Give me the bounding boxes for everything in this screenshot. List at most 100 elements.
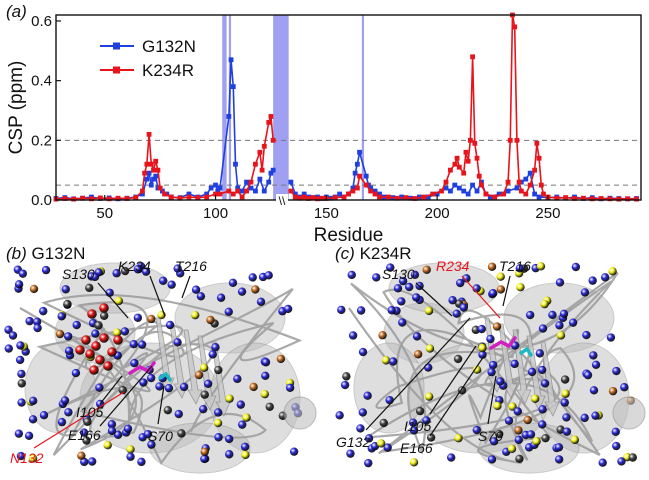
data-point: [448, 167, 453, 173]
residue-sphere: [248, 273, 257, 282]
residue-sphere: [504, 416, 514, 425]
helix-surface: [353, 342, 425, 434]
residue-sphere: [17, 398, 26, 407]
ligand-magenta: [489, 336, 517, 350]
residue-sphere: [583, 370, 593, 380]
residue-sphere: [424, 392, 434, 401]
residue-sphere: [8, 331, 18, 340]
axis-break-bg: [276, 194, 289, 206]
residue-sphere: [415, 406, 425, 416]
residue-sphere: [240, 442, 250, 451]
data-point: [253, 161, 258, 167]
highlight-range: [273, 15, 289, 200]
residue-label-k234: K234: [118, 258, 151, 274]
axis-break-label: \\: [279, 194, 286, 208]
residue-sphere: [194, 370, 204, 380]
residue-sphere: [507, 444, 517, 454]
residue-sphere: [64, 346, 74, 356]
residue-sphere: [580, 413, 589, 423]
data-point: [512, 24, 518, 30]
residue-sphere: [63, 299, 72, 309]
residue-sphere: [103, 440, 112, 450]
data-point: [354, 185, 360, 191]
data-point: [607, 196, 613, 202]
residue-sphere: [25, 316, 34, 326]
data-point: [454, 155, 460, 161]
residue-sphere: [513, 407, 523, 416]
data-point: [580, 195, 586, 201]
data-point: [523, 191, 529, 197]
data-point: [536, 155, 542, 161]
residue-sphere: [538, 324, 548, 333]
residue-sphere: [130, 358, 139, 368]
data-point: [140, 191, 145, 197]
data-point: [259, 167, 265, 173]
residue-sphere: [208, 350, 217, 359]
residue-sphere: [535, 349, 544, 358]
residue-sphere: [376, 439, 386, 448]
residue-sphere: [388, 357, 398, 366]
residue-sphere: [363, 391, 372, 400]
residue-label-n132: N132: [10, 450, 44, 466]
residue-sphere: [236, 400, 246, 409]
csp-chart: 50 100 150 200 250 0.0 0.2 0.4 0.6 \\ Residue CSP (…: [6, 12, 642, 245]
residue-sphere: [174, 409, 183, 419]
residue-sphere: [173, 264, 182, 273]
data-point: [213, 182, 218, 188]
data-point: [288, 188, 294, 194]
residue-label-i105: I105: [76, 404, 104, 420]
data-point: [487, 194, 493, 200]
data-point: [572, 196, 577, 201]
leader-line: [429, 355, 485, 437]
residue-sphere: [4, 325, 13, 335]
residue-label-s130: S130: [382, 266, 415, 282]
data-point: [186, 191, 192, 197]
data-point: [505, 188, 511, 194]
residue-sphere: [628, 453, 637, 462]
residue-sphere: [17, 369, 26, 379]
residue-sphere: [337, 305, 346, 315]
data-point: [461, 170, 467, 176]
data-point: [483, 191, 489, 197]
residue-sphere: [489, 437, 499, 446]
data-point: [452, 182, 458, 188]
data-point: [368, 188, 374, 194]
helix-end: [283, 396, 317, 430]
residue-sphere: [14, 429, 24, 438]
data-point: [470, 182, 475, 188]
residue-sphere: [540, 299, 549, 309]
residue-sphere: [496, 285, 506, 294]
residue-sphere: [32, 317, 42, 327]
residue-sphere: [358, 347, 368, 357]
residue-sphere: [538, 420, 547, 429]
y-tick-label: 0.6: [31, 13, 52, 30]
data-point: [514, 137, 520, 143]
residue-sphere: [261, 371, 270, 381]
residue-sphere: [28, 454, 38, 463]
residue-sphere: [523, 415, 532, 425]
residue-sphere: [211, 343, 220, 352]
series-line: [55, 59, 274, 200]
residue-sphere: [364, 434, 374, 443]
residue-sphere: [488, 289, 498, 298]
data-point: [399, 194, 405, 200]
residue-sphere: [561, 389, 570, 398]
residue-sphere: [225, 450, 234, 459]
leader-line: [365, 317, 471, 431]
residue-sphere: [538, 405, 547, 414]
residue-sphere: [340, 380, 350, 390]
data-point: [377, 194, 382, 200]
residue-sphere: [454, 434, 463, 443]
residue-sphere: [39, 306, 48, 316]
data-point: [443, 179, 449, 185]
residue-sphere: [589, 386, 599, 395]
data-point: [144, 161, 150, 167]
data-point: [372, 188, 378, 194]
residue-sphere: [199, 363, 209, 372]
chart-series: [53, 12, 639, 202]
data-point: [80, 195, 85, 201]
data-point: [456, 185, 462, 191]
data-point: [332, 195, 338, 201]
data-point: [350, 188, 356, 194]
residue-sphere: [206, 315, 215, 325]
